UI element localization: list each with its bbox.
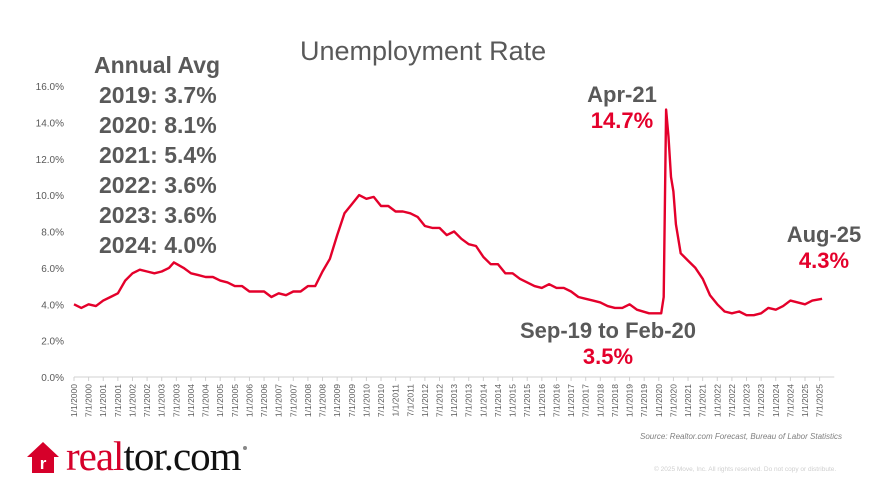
annotation-low-label: Sep-19 to Feb-20	[519, 318, 697, 343]
x-tick-label: 1/1/2024	[771, 384, 781, 417]
annual-average-panel: Annual Avg 2019: 3.7% 2020: 8.1% 2021: 5…	[92, 50, 220, 260]
annual-average-row: 2021: 5.4%	[99, 142, 217, 168]
x-tick-label: 7/1/2016	[551, 384, 561, 417]
x-tick-label: 7/1/2017	[581, 384, 591, 417]
x-tick-label: 7/1/2025	[815, 384, 825, 417]
x-tick-label: 1/1/2001	[98, 384, 108, 417]
annotation-peak-value: 14.7%	[590, 108, 654, 133]
y-tick-label: 0.0%	[41, 373, 64, 384]
chart-title: Unemployment Rate	[300, 36, 547, 66]
x-tick-label: 7/1/2013	[464, 384, 474, 417]
x-tick-label: 7/1/2015	[522, 384, 532, 417]
x-tick-label: 7/1/2022	[727, 384, 737, 417]
logo-text-red: real	[66, 433, 124, 479]
logo-text-black: tor.com	[123, 433, 241, 479]
x-tick-label: 7/1/2005	[230, 384, 240, 417]
annotation-peak-label: Apr-21	[587, 82, 657, 107]
annual-average-row: 2023: 3.6%	[99, 202, 217, 228]
x-tick-label: 1/1/2022	[712, 384, 722, 417]
x-tick-label: 1/1/2006	[244, 384, 254, 417]
x-tick-label: 1/1/2007	[274, 384, 284, 417]
annual-average-row: 2020: 8.1%	[99, 112, 217, 138]
annotation-low: Sep-19 to Feb-20 3.5%	[508, 318, 708, 370]
annual-average-heading: Annual Avg	[94, 52, 221, 78]
annotation-low-value: 3.5%	[582, 344, 634, 369]
y-tick-label: 2.0%	[41, 337, 64, 348]
x-tick-label: 1/1/2011	[391, 384, 401, 417]
x-tick-label: 7/1/2008	[318, 384, 328, 417]
x-tick-label: 7/1/2004	[201, 384, 211, 417]
svg-text:r: r	[40, 454, 47, 473]
x-tick-label: 7/1/2010	[376, 384, 386, 417]
x-tick-label: 1/1/2012	[420, 384, 430, 417]
x-tick-label: 7/1/2009	[347, 384, 357, 417]
y-tick-label: 6.0%	[41, 264, 64, 275]
x-tick-label: 1/1/2005	[215, 384, 225, 417]
x-tick-label: 7/1/2018	[610, 384, 620, 417]
x-axis: 1/1/2000 7/1/2000 1/1/2001 7/1/2001 1/1/2002…	[69, 376, 835, 417]
y-tick-label: 12.0%	[36, 155, 64, 166]
x-tick-label: 1/1/2018	[595, 384, 605, 417]
x-tick-label: 7/1/2001	[113, 384, 123, 417]
y-tick-label: 10.0%	[36, 191, 64, 202]
annotation-latest-label: Aug-25	[786, 222, 862, 247]
annotation-latest-value: 4.3%	[798, 248, 850, 273]
x-tick-label: 1/1/2009	[332, 384, 342, 417]
x-tick-label: 1/1/2004	[186, 384, 196, 417]
x-tick-label: 1/1/2015	[508, 384, 518, 417]
x-tick-label: 1/1/2010	[361, 384, 371, 417]
x-tick-label: 7/1/2014	[493, 384, 503, 417]
y-axis: 0.0% 2.0% 4.0% 6.0% 8.0% 10.0% 12.0% 14.0% 16.0%	[36, 82, 64, 384]
x-tick-label: 1/1/2019	[625, 384, 635, 417]
x-tick-label: 1/1/2025	[800, 384, 810, 417]
annual-average-row: 2022: 3.6%	[99, 172, 217, 198]
x-tick-label: 7/1/2011	[405, 384, 415, 417]
y-tick-label: 4.0%	[41, 300, 64, 311]
annotation-latest: Aug-25 4.3%	[774, 222, 870, 274]
copyright-note: © 2025 Move, Inc. All rights reserved. D…	[654, 466, 837, 473]
unemployment-rate-line	[73, 108, 823, 317]
x-tick-label: 7/1/2020	[668, 384, 678, 417]
y-tick-label: 8.0%	[41, 228, 64, 239]
x-tick-label: 1/1/2021	[683, 384, 693, 417]
house-icon: r	[27, 441, 59, 473]
x-tick-label: 1/1/2002	[127, 384, 137, 417]
x-tick-label: 7/1/2024	[785, 384, 795, 417]
source-note: Source: Realtor.com Forecast, Bureau of …	[640, 432, 843, 441]
x-tick-label: 7/1/2012	[435, 384, 445, 417]
y-tick-label: 16.0%	[36, 82, 64, 93]
x-tick-label: 7/1/2000	[84, 384, 94, 417]
annotation-peak: Apr-21 14.7%	[572, 82, 672, 134]
x-tick-label: 1/1/2008	[303, 384, 313, 417]
annual-average-row: 2019: 3.7%	[99, 82, 217, 108]
x-tick-label: 7/1/2023	[756, 384, 766, 417]
x-tick-label: 7/1/2007	[288, 384, 298, 417]
x-tick-label: 1/1/2013	[449, 384, 459, 417]
x-tick-label: 1/1/2020	[654, 384, 664, 417]
annual-average-row: 2024: 4.0%	[99, 232, 217, 258]
x-tick-label: 7/1/2006	[259, 384, 269, 417]
x-tick-label: 1/1/2023	[742, 384, 752, 417]
registered-mark-icon	[242, 445, 247, 450]
realtor-logo: r realtor.com	[26, 436, 247, 477]
x-tick-label: 7/1/2003	[171, 384, 181, 417]
x-tick-label: 7/1/2021	[698, 384, 708, 417]
x-tick-label: 1/1/2017	[566, 384, 576, 417]
y-tick-label: 14.0%	[36, 118, 64, 129]
x-tick-label: 1/1/2014	[478, 384, 488, 417]
x-tick-label: 7/1/2019	[639, 384, 649, 417]
x-tick-label: 1/1/2016	[537, 384, 547, 417]
x-tick-label: 1/1/2003	[157, 384, 167, 417]
x-tick-label: 1/1/2000	[69, 384, 79, 417]
x-tick-label: 7/1/2002	[142, 384, 152, 417]
